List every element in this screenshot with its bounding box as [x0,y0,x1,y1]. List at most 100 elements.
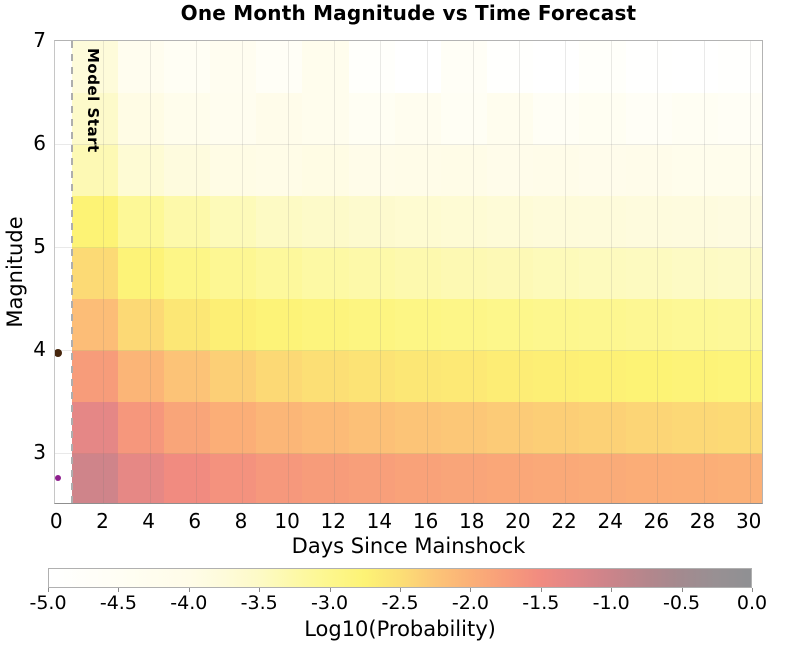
horizontal-gridline [55,453,762,455]
heatmap-cell [440,144,488,197]
heatmap-cell [117,401,165,455]
heatmap-cell [671,401,719,455]
colorbar-tick-label: -3.5 [240,592,278,614]
heatmap-cell [302,195,350,248]
heatmap-cell [717,144,762,197]
heatmap-cell [210,195,257,248]
heatmap-cell [163,144,211,197]
colorbar-gradient [48,568,752,588]
heatmap-cell [625,195,673,248]
colorbar-tick [470,588,472,592]
heatmap-cell [717,350,762,403]
heatmap-cell [163,195,211,248]
heatmap-cell [302,247,350,300]
heatmap-cell [210,41,257,94]
x-tick-label: 6 [188,509,202,533]
heatmap-cell [256,92,303,145]
x-axis-label: Days Since Mainshock [291,534,526,558]
colorbar-tick [188,588,190,592]
heatmap-cell [533,298,580,351]
heatmap-cell [348,298,396,351]
heatmap-cell [256,144,303,197]
vertical-gridline [334,41,336,503]
heatmap-cell [302,453,350,503]
vertical-gridline [749,41,751,503]
heatmap-cell [717,92,762,145]
heatmap-cell [163,401,211,455]
heatmap-cell [302,298,350,351]
vertical-gridline [288,41,290,503]
vertical-gridline [380,41,382,503]
heatmap-cell [579,41,627,94]
heatmap-cell [440,453,488,503]
heatmap-cell [717,195,762,248]
heatmap-cell [117,144,165,197]
heatmap-cell [487,350,534,403]
heatmap-cell [440,247,488,300]
colorbar-tick-label: -4.5 [99,592,137,614]
heatmap-cell [71,144,119,197]
heatmap-cell [256,247,303,300]
heatmap-cell [210,144,257,197]
horizontal-gridline [55,350,762,352]
heatmap-cell [533,350,580,403]
heatmap-cells-layer [55,41,762,503]
colorbar-tick-label: -1.5 [522,592,560,614]
heatmap-cell [256,41,303,94]
heatmap-cell [71,195,119,248]
heatmap-cell [163,247,211,300]
heatmap-cell [394,298,442,351]
heatmap-cell [671,350,719,403]
x-tick-label: 28 [689,509,716,533]
heatmap-cell [671,298,719,351]
vertical-gridline [565,41,567,503]
heatmap-cell [71,401,119,455]
colorbar-tick [611,588,613,592]
vertical-gridline [426,41,428,503]
heatmap-cell [348,350,396,403]
heatmap-cell [394,144,442,197]
heatmap-cell [717,453,762,503]
heatmap-cell [302,41,350,94]
plot-area: Model Start [54,40,763,504]
heatmap-cell [625,350,673,403]
heatmap-cell [117,350,165,403]
horizontal-gridline [55,144,762,146]
heatmap-cell [117,195,165,248]
colorbar-tick [259,588,261,592]
heatmap-cell [625,144,673,197]
heatmap-cell [487,41,534,94]
heatmap-cell [210,298,257,351]
vertical-gridline [611,41,613,503]
heatmap-cell [256,453,303,503]
x-tick-label: 20 [505,509,531,533]
heatmap-cell [487,298,534,351]
heatmap-cell [625,92,673,145]
heatmap-cell [71,92,119,145]
heatmap-cell [717,401,762,455]
heatmap-cell [256,195,303,248]
heatmap-cell [440,92,488,145]
colorbar-tick [681,588,683,592]
heatmap-cell [579,144,627,197]
heatmap-cell [579,401,627,455]
heatmap-cell [394,401,442,455]
heatmap-cell [348,41,396,94]
heatmap-cell [117,41,165,94]
observed-event-m2.76 [55,475,61,482]
heatmap-cell [717,41,762,94]
heatmap-cell [163,92,211,145]
colorbar-tick [329,588,331,592]
heatmap-cell [256,298,303,351]
y-tick-label: 5 [33,234,46,259]
x-tick-label: 4 [142,509,155,533]
colorbar-tick [540,588,542,592]
heatmap-cell [163,350,211,403]
heatmap-cell [671,247,719,300]
heatmap-cell [579,247,627,300]
heatmap-cell [210,453,257,503]
heatmap-cell [71,453,119,503]
heatmap-cell [117,247,165,300]
x-tick-label: 18 [459,509,485,533]
heatmap-cell [487,247,534,300]
